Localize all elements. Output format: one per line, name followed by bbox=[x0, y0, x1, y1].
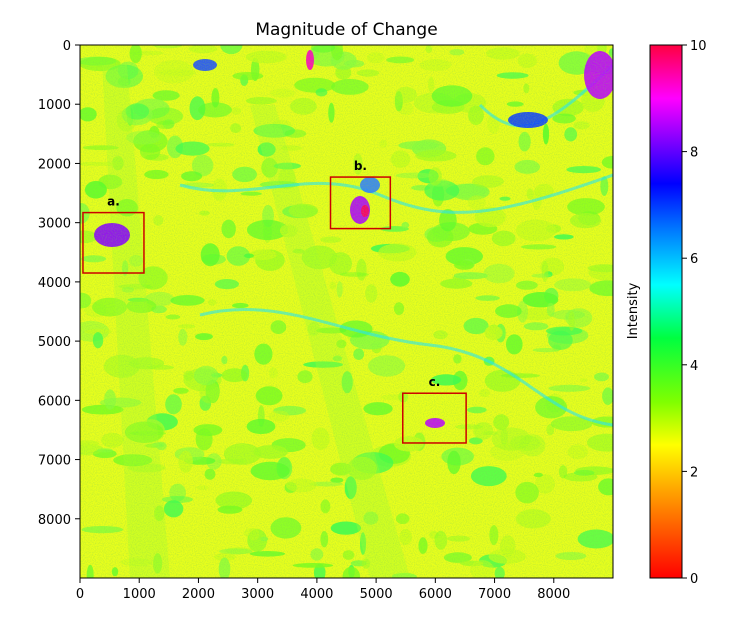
plot-frame bbox=[79, 44, 614, 579]
colorbar-tick-label: 4 bbox=[690, 359, 698, 374]
y-tick-label: 2000 bbox=[38, 157, 71, 172]
x-tick-label: 7000 bbox=[478, 587, 511, 602]
colorbar-tick-label: 2 bbox=[690, 465, 698, 480]
annotation-label: b. bbox=[354, 159, 367, 173]
y-tick-label: 0 bbox=[63, 39, 71, 54]
x-tick-label: 6000 bbox=[419, 587, 452, 602]
y-tick-label: 7000 bbox=[38, 454, 71, 469]
x-tick-label: 5000 bbox=[360, 587, 393, 602]
colorbar-ticks: 0 2 4 6 8 10 bbox=[682, 39, 707, 587]
y-axis: 0 1000 2000 3000 4000 5000 6000 7000 8000 bbox=[38, 39, 80, 528]
y-tick-label: 8000 bbox=[38, 513, 71, 528]
colorbar bbox=[649, 44, 683, 579]
colorbar-tick-label: 6 bbox=[690, 252, 698, 267]
x-tick-label: 3000 bbox=[241, 587, 274, 602]
annotation-boxes: a. b. c. bbox=[82, 159, 467, 444]
x-axis: 0 1000 2000 3000 4000 5000 6000 7000 8000 bbox=[76, 578, 570, 602]
x-tick-label: 4000 bbox=[300, 587, 333, 602]
y-tick-label: 4000 bbox=[38, 276, 71, 291]
heatmap-noise bbox=[80, 45, 613, 578]
heatmap-image bbox=[80, 45, 613, 578]
x-tick-label: 2000 bbox=[182, 587, 215, 602]
x-tick-label: 8000 bbox=[537, 587, 570, 602]
annotation-box bbox=[82, 211, 145, 274]
colorbar-tick-label: 10 bbox=[690, 39, 707, 54]
y-tick-label: 6000 bbox=[38, 394, 71, 409]
colorbar-tick-label: 0 bbox=[690, 572, 698, 587]
annotation-label: a. bbox=[107, 195, 120, 209]
x-tick-label: 0 bbox=[76, 587, 84, 602]
chart-title: Magnitude of Change bbox=[255, 20, 437, 40]
colorbar-label: Intensity bbox=[626, 282, 641, 339]
annotation-box bbox=[402, 392, 467, 444]
x-tick-label: 1000 bbox=[123, 587, 156, 602]
y-tick-label: 5000 bbox=[38, 335, 71, 350]
annotation-box bbox=[329, 176, 392, 230]
y-tick-label: 1000 bbox=[38, 98, 71, 113]
colorbar-tick-label: 8 bbox=[690, 146, 698, 161]
y-tick-label: 3000 bbox=[38, 217, 71, 232]
annotation-label: c. bbox=[429, 375, 441, 389]
